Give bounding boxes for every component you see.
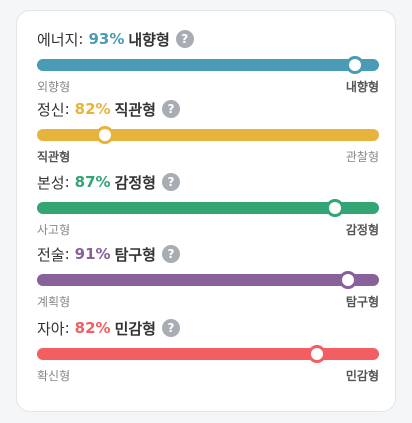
trait-bar	[37, 199, 379, 217]
trait-header: 자아:82% 민감형?	[37, 316, 379, 340]
trait-percent: 82%	[74, 100, 111, 118]
trait-header: 본성:87% 감정형?	[37, 170, 379, 194]
trait-scale-labels: 사고형 감정형	[37, 221, 379, 238]
trait-type: 직관형	[114, 100, 156, 119]
trait-bar	[37, 271, 379, 289]
trait-slider-knob	[96, 126, 115, 144]
trait-left-label: 직관형	[37, 150, 71, 164]
trait-left-label: 계획형	[37, 295, 71, 309]
help-icon[interactable]: ?	[175, 30, 194, 48]
trait-percent: 82%	[74, 319, 111, 337]
trait-right-label: 감정형	[345, 223, 379, 237]
trait-separator: :	[78, 30, 84, 48]
trait-header: 전술:91% 탐구형?	[37, 242, 379, 266]
trait-row: 전술:91% 탐구형? 계획형 탐구형	[37, 242, 379, 309]
trait-type: 탐구형	[114, 245, 156, 264]
trait-left-label: 외향형	[37, 80, 71, 94]
trait-scale-labels: 직관형 관찰형	[37, 148, 379, 165]
trait-percent: 93%	[88, 30, 125, 48]
trait-header: 에너지:93% 내향형?	[37, 27, 379, 51]
trait-separator: :	[64, 319, 70, 337]
personality-traits-card: 에너지:93% 내향형? 외향형 내향형 정신:82% 직관형? 직관형 관찰형 본성:87% 감…	[16, 10, 396, 412]
trait-scale-labels: 확신형 민감형	[37, 367, 379, 384]
trait-category: 에너지	[37, 30, 79, 49]
trait-category: 전술	[37, 245, 65, 264]
trait-type: 감정형	[114, 173, 156, 192]
help-icon[interactable]: ?	[161, 100, 180, 118]
trait-percent: 87%	[74, 173, 111, 191]
trait-right-label: 탐구형	[345, 295, 379, 309]
trait-slider-knob	[325, 199, 344, 217]
trait-separator: :	[64, 245, 70, 263]
trait-row: 정신:82% 직관형? 직관형 관찰형	[37, 97, 379, 164]
help-icon[interactable]: ?	[161, 319, 180, 337]
trait-bar	[37, 56, 379, 74]
trait-category: 자아	[37, 319, 65, 338]
trait-bar	[37, 345, 379, 363]
trait-type: 민감형	[114, 319, 156, 338]
trait-row: 본성:87% 감정형? 사고형 감정형	[37, 170, 379, 237]
trait-category: 본성	[37, 173, 65, 192]
trait-right-label: 내향형	[345, 80, 379, 94]
trait-type: 내향형	[128, 30, 170, 49]
trait-separator: :	[64, 173, 70, 191]
trait-row: 자아:82% 민감형? 확신형 민감형	[37, 316, 379, 383]
trait-bar	[37, 126, 379, 144]
trait-slider-knob	[346, 56, 365, 74]
trait-category: 정신	[37, 100, 65, 119]
trait-slider-knob	[308, 345, 327, 363]
trait-slider-knob	[339, 271, 358, 289]
trait-left-label: 확신형	[37, 369, 71, 383]
trait-percent: 91%	[74, 245, 111, 263]
trait-left-label: 사고형	[37, 223, 71, 237]
trait-right-label: 관찰형	[345, 150, 379, 164]
help-icon[interactable]: ?	[161, 173, 180, 191]
help-icon[interactable]: ?	[161, 245, 180, 263]
trait-header: 정신:82% 직관형?	[37, 97, 379, 121]
trait-row: 에너지:93% 내향형? 외향형 내향형	[37, 27, 379, 94]
trait-scale-labels: 계획형 탐구형	[37, 293, 379, 310]
trait-right-label: 민감형	[345, 369, 379, 383]
trait-scale-labels: 외향형 내향형	[37, 78, 379, 95]
trait-separator: :	[64, 100, 70, 118]
